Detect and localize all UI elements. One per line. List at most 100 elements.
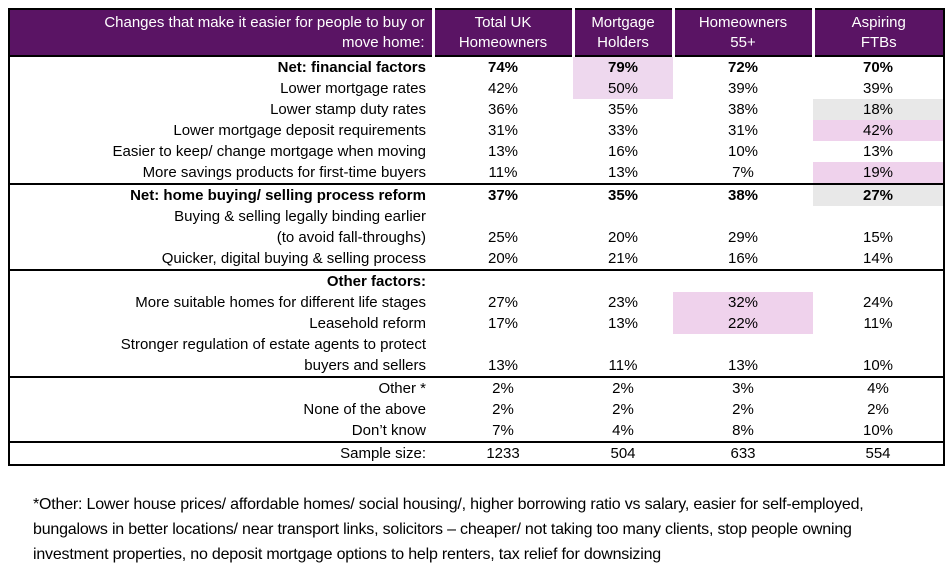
table-row: Quicker, digital buying & selling proces… bbox=[9, 248, 944, 270]
value-cell: 2% bbox=[492, 401, 514, 418]
row-label: Quicker, digital buying & selling proces… bbox=[9, 248, 433, 270]
value-cell: 79% bbox=[573, 56, 673, 78]
value-cell: 22% bbox=[673, 313, 813, 334]
value-cell: 3% bbox=[732, 380, 754, 397]
value-cell: 31% bbox=[487, 122, 519, 139]
row-label: Net: financial factors bbox=[9, 56, 433, 78]
value-cell: 32% bbox=[673, 292, 813, 313]
table-row: Lower mortgage rates 42% 50% 39% 39% bbox=[9, 78, 944, 99]
value-cell: 39% bbox=[862, 80, 894, 97]
value-cell: 42% bbox=[487, 80, 519, 97]
table-row: Easier to keep/ change mortgage when mov… bbox=[9, 141, 944, 162]
row-label: Lower mortgage deposit requirements bbox=[9, 120, 433, 141]
value-cell: 35% bbox=[607, 187, 639, 204]
row-label-line: Lower mortgage rates bbox=[280, 80, 426, 97]
value-cell bbox=[813, 270, 944, 292]
survey-table: Changes that make it easier for people t… bbox=[8, 8, 945, 466]
header-question-cell: Changes that make it easier for people t… bbox=[9, 9, 433, 56]
value-cell: 554 bbox=[865, 445, 891, 462]
value-cell: 20% bbox=[607, 229, 639, 246]
header-col-line: Holders bbox=[597, 33, 649, 51]
row-label: Lower mortgage rates bbox=[9, 78, 433, 99]
value-cell: 70% bbox=[862, 59, 894, 76]
value-cell: 2% bbox=[492, 380, 514, 397]
row-label: None of the above bbox=[9, 399, 433, 420]
value-cell: 2% bbox=[732, 401, 754, 418]
value-cell: 633 bbox=[730, 445, 756, 462]
value-cell: 11% bbox=[488, 164, 518, 181]
value-cell: 13% bbox=[607, 164, 639, 181]
row-label-line: More suitable homes for different life s… bbox=[135, 294, 426, 311]
value-cell: 38% bbox=[727, 187, 759, 204]
value-cell: 10% bbox=[862, 422, 894, 439]
value-cell: 27% bbox=[813, 184, 944, 206]
value-cell: 38% bbox=[727, 101, 759, 118]
header-col-line: FTBs bbox=[860, 33, 897, 51]
header-col-line: Aspiring bbox=[851, 13, 906, 31]
row-label-line: Other * bbox=[378, 380, 426, 397]
row-label: Sample size: bbox=[9, 442, 433, 465]
value-cell: 24% bbox=[862, 294, 894, 311]
row-label-line: Leasehold reform bbox=[309, 315, 426, 332]
value-cell: 2% bbox=[612, 401, 634, 418]
value-cell: 27% bbox=[487, 294, 519, 311]
value-cell: 18% bbox=[813, 99, 944, 120]
value-cell: 504 bbox=[610, 445, 636, 462]
value-cell: 35% bbox=[607, 101, 639, 118]
row-label: More suitable homes for different life s… bbox=[9, 292, 433, 313]
header-col-line: Homeowners bbox=[458, 33, 548, 51]
row-label-line: None of the above bbox=[303, 401, 426, 418]
row-label-line: Buying & selling legally binding earlier bbox=[174, 208, 426, 225]
value-cell: 37% bbox=[487, 187, 519, 204]
value-cell: 16% bbox=[727, 250, 759, 267]
header-col-aspiring-ftbs: Aspiring FTBs bbox=[811, 9, 944, 56]
table-row: Leasehold reform 17% 13% 22% 11% bbox=[9, 313, 944, 334]
table-row: None of the above 2% 2% 2% 2% bbox=[9, 399, 944, 420]
value-cell: 16% bbox=[607, 143, 639, 160]
value-cell: 23% bbox=[607, 294, 639, 311]
value-cell: 72% bbox=[727, 59, 759, 76]
value-cell: 4% bbox=[867, 380, 889, 397]
value-cell: 2% bbox=[612, 380, 634, 397]
header-col-homeowners-55-plus: Homeowners 55+ bbox=[671, 9, 813, 56]
header-question-line2: move home: bbox=[341, 33, 425, 51]
row-label: Stronger regulation of estate agents to … bbox=[9, 334, 433, 377]
value-cell: 29% bbox=[727, 229, 759, 246]
header-col-line: Mortgage bbox=[591, 13, 655, 31]
value-cell: 31% bbox=[727, 122, 759, 139]
table-row: Sample size: 1233 504 633 554 bbox=[9, 442, 944, 465]
header-row: Changes that make it easier for people t… bbox=[9, 9, 944, 56]
row-label: Net: home buying/ selling process reform bbox=[9, 184, 433, 206]
value-cell: 7% bbox=[492, 422, 514, 439]
row-label-line: Quicker, digital buying & selling proces… bbox=[161, 250, 426, 267]
row-label-line: Stronger regulation of estate agents to … bbox=[120, 336, 426, 353]
row-label: Other * bbox=[9, 377, 433, 399]
value-cell bbox=[573, 270, 673, 292]
value-cell: 21% bbox=[607, 250, 639, 267]
table-row: More savings products for first-time buy… bbox=[9, 162, 944, 184]
row-label-line: buyers and sellers bbox=[304, 357, 426, 374]
value-cell: 19% bbox=[813, 162, 944, 184]
table-row: Other factors: bbox=[9, 270, 944, 292]
value-cell: 20% bbox=[487, 250, 519, 267]
header-col-line: 55+ bbox=[730, 33, 756, 51]
footnote: *Other: Lower house prices/ affordable h… bbox=[33, 496, 864, 563]
value-cell: 2% bbox=[867, 401, 889, 418]
value-cell bbox=[433, 270, 573, 292]
value-cell bbox=[673, 270, 813, 292]
table-row: Stronger regulation of estate agents to … bbox=[9, 334, 944, 377]
row-label-line: More savings products for first-time buy… bbox=[142, 164, 426, 181]
value-cell: 11% bbox=[863, 315, 893, 332]
value-cell: 15% bbox=[862, 229, 894, 246]
row-label: Lower stamp duty rates bbox=[9, 99, 433, 120]
value-cell: 10% bbox=[727, 143, 759, 160]
row-label-line: Other factors: bbox=[326, 273, 426, 290]
table-row: Other * 2% 2% 3% 4% bbox=[9, 377, 944, 399]
value-cell: 4% bbox=[612, 422, 634, 439]
value-cell: 74% bbox=[487, 59, 519, 76]
header-question-line1: Changes that make it easier for people t… bbox=[104, 13, 425, 31]
table-row: Net: financial factors 74% 79% 72% 70% bbox=[9, 56, 944, 78]
value-cell: 33% bbox=[607, 122, 639, 139]
table-row: More suitable homes for different life s… bbox=[9, 292, 944, 313]
